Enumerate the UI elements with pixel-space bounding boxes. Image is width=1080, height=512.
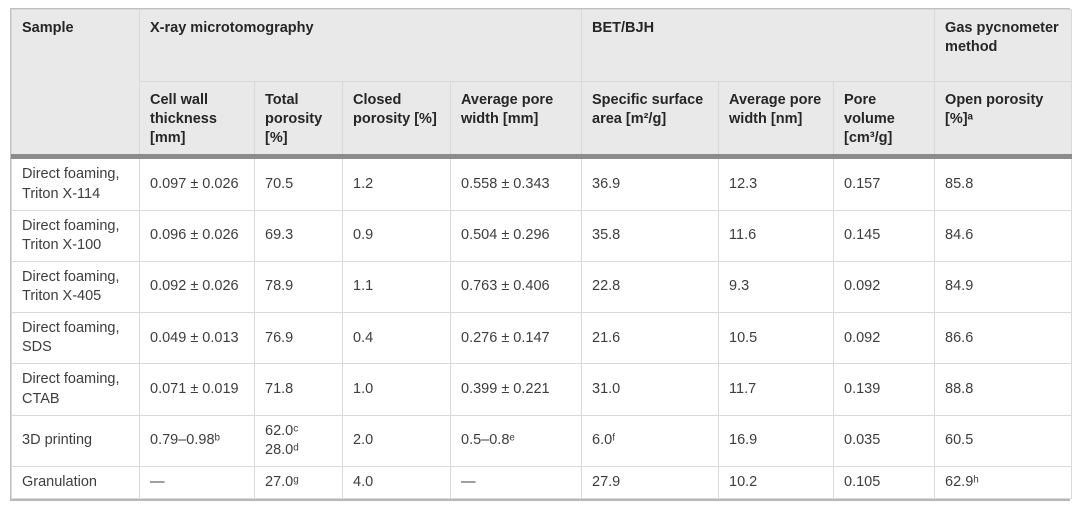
open-porosity-value: 60.5 xyxy=(934,414,1073,467)
total-porosity-value: 71.8 xyxy=(254,363,343,416)
specific-surface-area-value: 6.0ᶠ xyxy=(581,414,720,467)
average-pore-width-nm-value: 10.5 xyxy=(718,312,835,365)
closed-porosity-value: 1.0 xyxy=(342,363,451,416)
specific-surface-area-value: 35.8 xyxy=(581,209,720,262)
col-header-sample: Sample xyxy=(11,8,140,158)
average-pore-width-mm-value: 0.5–0.8ᵉ xyxy=(449,414,583,467)
average-pore-width-nm-value: 10.2 xyxy=(718,465,835,500)
total-porosity-value: 78.9 xyxy=(254,260,343,314)
pore-volume-value: 0.092 xyxy=(833,260,936,314)
pore-volume-value: 0.035 xyxy=(833,414,936,467)
table-row-3d-printing: 3D printing 0.79–0.98ᵇ 62.0ᶜ 28.0ᵈ 2.0 0… xyxy=(11,414,1073,467)
cell-wall-thickness-value: — xyxy=(139,465,255,500)
total-porosity-value: 76.9 xyxy=(254,312,343,365)
average-pore-width-nm-value: 11.7 xyxy=(718,363,835,416)
average-pore-width-nm-value: 16.9 xyxy=(718,414,835,467)
average-pore-width-nm-value: 9.3 xyxy=(718,260,835,314)
group-header-gas-pycnometer: Gas pycnometer method xyxy=(934,9,1073,82)
table-row-direct-foaming-triton-x114: Direct foaming, Triton X-114 0.097 ± 0.0… xyxy=(11,154,1073,211)
cell-wall-thickness-value: 0.096 ± 0.026 xyxy=(139,209,255,262)
pore-volume-value: 0.139 xyxy=(833,363,936,416)
table-header: Sample X-ray microtomography BET/BJH Gas… xyxy=(11,8,1073,158)
sample-cell: Direct foaming, Triton X-405 xyxy=(11,260,140,314)
table-row-direct-foaming-ctab: Direct foaming, CTAB 0.071 ± 0.019 71.8 … xyxy=(11,363,1073,416)
table-row-granulation: Granulation — 27.0ᵍ 4.0 — 27.9 10.2 0.10… xyxy=(11,465,1073,500)
sub-header-row: Cell wall thickness [mm] Total porosity … xyxy=(12,80,1073,158)
pore-volume-value: 0.157 xyxy=(833,154,936,211)
porosity-comparison-table: Sample X-ray microtomography BET/BJH Gas… xyxy=(11,8,1073,500)
pore-volume-value: 0.105 xyxy=(833,465,936,500)
closed-porosity-value: 0.4 xyxy=(342,312,451,365)
total-porosity-value: 27.0ᵍ xyxy=(254,465,343,500)
closed-porosity-value: 1.2 xyxy=(342,154,451,211)
closed-porosity-value: 2.0 xyxy=(342,414,451,467)
open-porosity-value: 84.6 xyxy=(934,209,1073,262)
group-header-row: Sample X-ray microtomography BET/BJH Gas… xyxy=(11,8,1073,158)
col-header-closed-porosity: Closed porosity [%] xyxy=(342,80,451,158)
col-header-pore-volume: Pore volume [cm³/g] xyxy=(833,80,936,158)
pore-volume-value: 0.145 xyxy=(833,209,936,262)
sample-cell: Direct foaming, Triton X-100 xyxy=(11,209,140,262)
table-row-direct-foaming-triton-x100: Direct foaming, Triton X-100 0.096 ± 0.0… xyxy=(11,209,1073,262)
sample-cell: Direct foaming, CTAB xyxy=(11,363,140,416)
col-header-total-porosity: Total porosity [%] xyxy=(254,80,343,158)
group-header-bet-bjh: BET/BJH xyxy=(581,9,936,82)
average-pore-width-nm-value: 12.3 xyxy=(718,154,835,211)
average-pore-width-mm-value: — xyxy=(449,465,583,500)
cell-wall-thickness-value: 0.097 ± 0.026 xyxy=(139,154,255,211)
total-porosity-value: 70.5 xyxy=(254,154,343,211)
porosity-table-frame: Sample X-ray microtomography BET/BJH Gas… xyxy=(10,8,1073,501)
cell-wall-thickness-value: 0.092 ± 0.026 xyxy=(139,260,255,314)
average-pore-width-mm-value: 0.399 ± 0.221 xyxy=(449,363,583,416)
col-header-open-porosity: Open porosity [%]ᵃ xyxy=(934,80,1073,158)
average-pore-width-mm-value: 0.763 ± 0.406 xyxy=(449,260,583,314)
sample-cell: Granulation xyxy=(11,465,140,500)
col-header-average-pore-width-mm: Average pore width [mm] xyxy=(449,80,583,158)
sample-cell: 3D printing xyxy=(11,414,140,467)
closed-porosity-value: 0.9 xyxy=(342,209,451,262)
col-header-specific-surface-area: Specific surface area [m²/g] xyxy=(581,80,720,158)
cell-wall-thickness-value: 0.79–0.98ᵇ xyxy=(139,414,255,467)
open-porosity-value: 85.8 xyxy=(934,154,1073,211)
specific-surface-area-value: 27.9 xyxy=(581,465,720,500)
total-porosity-value: 69.3 xyxy=(254,209,343,262)
table-row-direct-foaming-triton-x405: Direct foaming, Triton X-405 0.092 ± 0.0… xyxy=(11,260,1073,314)
total-porosity-value: 62.0ᶜ 28.0ᵈ xyxy=(254,414,343,467)
pore-volume-value: 0.092 xyxy=(833,312,936,365)
closed-porosity-value: 4.0 xyxy=(342,465,451,500)
average-pore-width-mm-value: 0.276 ± 0.147 xyxy=(449,312,583,365)
specific-surface-area-value: 31.0 xyxy=(581,363,720,416)
col-header-cell-wall-thickness: Cell wall thickness [mm] xyxy=(139,80,255,158)
cell-wall-thickness-value: 0.071 ± 0.019 xyxy=(139,363,255,416)
sample-cell: Direct foaming, SDS xyxy=(11,312,140,365)
table-row-direct-foaming-sds: Direct foaming, SDS 0.049 ± 0.013 76.9 0… xyxy=(11,312,1073,365)
closed-porosity-value: 1.1 xyxy=(342,260,451,314)
average-pore-width-mm-value: 0.504 ± 0.296 xyxy=(449,209,583,262)
sample-cell: Direct foaming, Triton X-114 xyxy=(11,154,140,211)
cell-wall-thickness-value: 0.049 ± 0.013 xyxy=(139,312,255,365)
average-pore-width-nm-value: 11.6 xyxy=(718,209,835,262)
open-porosity-value: 84.9 xyxy=(934,260,1073,314)
open-porosity-value: 88.8 xyxy=(934,363,1073,416)
open-porosity-value: 86.6 xyxy=(934,312,1073,365)
specific-surface-area-value: 36.9 xyxy=(581,154,720,211)
specific-surface-area-value: 22.8 xyxy=(581,260,720,314)
specific-surface-area-value: 21.6 xyxy=(581,312,720,365)
group-header-xray-microtomography: X-ray microtomography xyxy=(138,9,583,82)
table-body: Direct foaming, Triton X-114 0.097 ± 0.0… xyxy=(11,154,1073,500)
open-porosity-value: 62.9ʰ xyxy=(934,465,1073,500)
average-pore-width-mm-value: 0.558 ± 0.343 xyxy=(449,154,583,211)
col-header-average-pore-width-nm: Average pore width [nm] xyxy=(718,80,835,158)
